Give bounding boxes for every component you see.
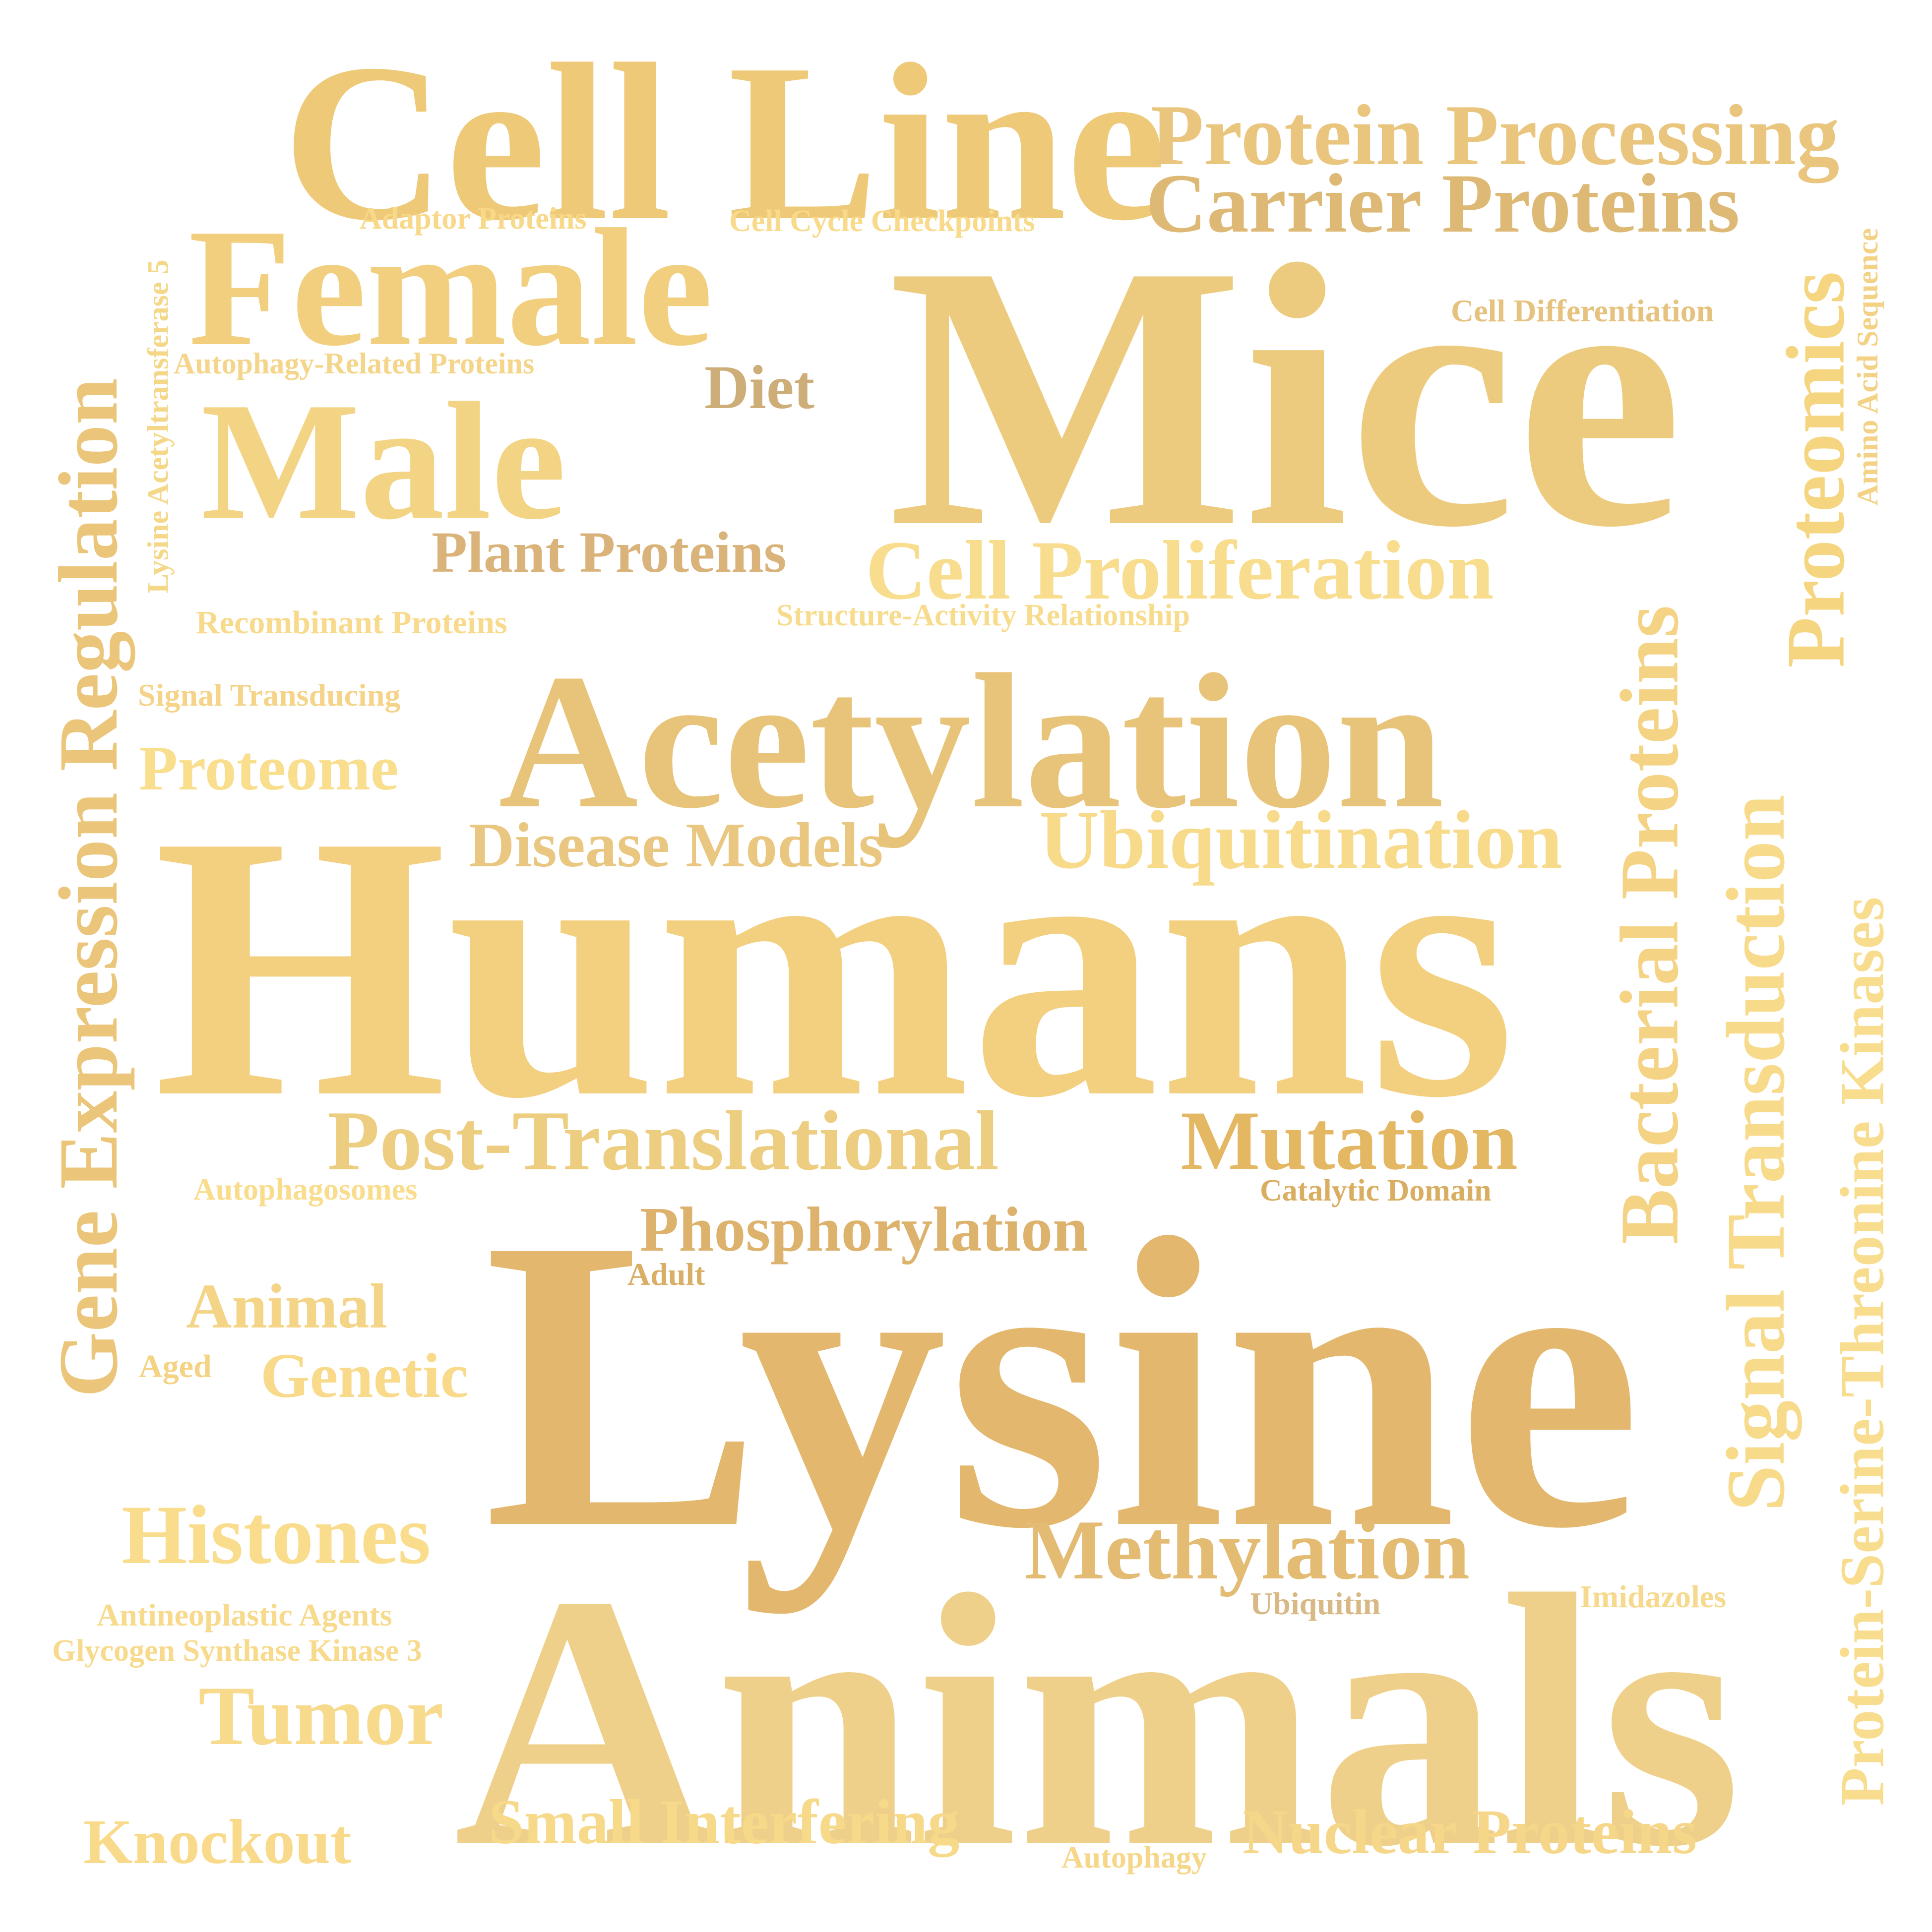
word-knockout: Knockout (83, 1807, 352, 1877)
word-bacterial-proteins: Bacterial Proteins (1603, 605, 1696, 1245)
word-methylation: Methylation (1024, 1503, 1470, 1597)
word-protein-serine-threonine-kinases: Protein-Serine-Threonine Kinases (1827, 897, 1897, 1806)
word-tumor: Tumor (198, 1669, 444, 1762)
word-signal-transducing: Signal Transducing (138, 677, 401, 713)
word-catalytic-domain: Catalytic Domain (1260, 1174, 1492, 1208)
word-animals: Animals (454, 1520, 1742, 1921)
word-amino-acid-sequence: Amino Acid Sequence (1851, 228, 1884, 506)
word-acetylation: Acetylation (499, 634, 1444, 848)
word-proteomics: Proteomics (1769, 271, 1862, 668)
word-recombinant-proteins: Recombinant Proteins (196, 604, 507, 641)
word-mutation: Mutation (1181, 1094, 1518, 1187)
word-male: Male (201, 367, 566, 554)
word-lysine: Lysine (484, 1152, 1642, 1614)
word-animal: Animal (186, 1271, 387, 1341)
word-cell-cycle-checkpoints: Cell Cycle Checkpoints (729, 204, 1035, 238)
word-adaptor-proteins: Adaptor Proteins (360, 202, 587, 236)
word-proteome: Proteome (139, 733, 399, 803)
word-cell-differentiation: Cell Differentiation (1451, 293, 1714, 328)
word-lysine-acetyltransferase-5: Lysine Acetyltransferase 5 (141, 259, 175, 594)
word-ubiquitin: Ubiquitin (1250, 1586, 1381, 1621)
word-female: Female (188, 194, 713, 381)
word-antineoplastic-agents: Antineoplastic Agents (97, 1597, 392, 1632)
word-post-translational: Post-Translational (327, 1094, 999, 1188)
word-diet: Diet (704, 354, 815, 422)
word-ubiquitination: Ubiquitination (1039, 794, 1563, 886)
word-plant-proteins: Plant Proteins (432, 520, 787, 585)
word-imidazoles: Imidazoles (1580, 1579, 1727, 1614)
word-autophagosomes: Autophagosomes (193, 1173, 418, 1207)
word-histones: Histones (122, 1488, 431, 1581)
word-structure-activity-relationship: Structure-Activity Relationship (776, 599, 1190, 632)
word-autophagy: Autophagy (1061, 1841, 1207, 1874)
word-mice: Mice (888, 188, 1683, 605)
word-glycogen-synthase-kinase-3: Glycogen Synthase Kinase 3 (52, 1634, 422, 1668)
word-genetic: Genetic (260, 1340, 469, 1411)
word-nuclear-proteins: Nuclear Proteins (1243, 1797, 1697, 1867)
word-adult: Adult (627, 1257, 705, 1292)
word-phosphorylation: Phosphorylation (640, 1194, 1088, 1265)
word-small-interfering: Small Interfering (489, 1787, 960, 1857)
word-protein-processing: Protein Processing (1151, 87, 1840, 183)
word-gene-expression-regulation: Gene Expression Regulation (41, 378, 135, 1397)
word-carrier-proteins: Carrier Proteins (1146, 157, 1740, 250)
word-signal-transduction: Signal Transduction (1709, 794, 1802, 1511)
word-cell-line: Cell Line (283, 18, 1167, 267)
word-cell-proliferation: Cell Proliferation (866, 524, 1494, 617)
word-humans: Humans (154, 758, 1516, 1175)
word-autophagy-related-proteins: Autophagy-Related Proteins (174, 347, 535, 380)
word-disease-models: Disease Models (469, 810, 883, 880)
word-aged: Aged (139, 1348, 212, 1385)
